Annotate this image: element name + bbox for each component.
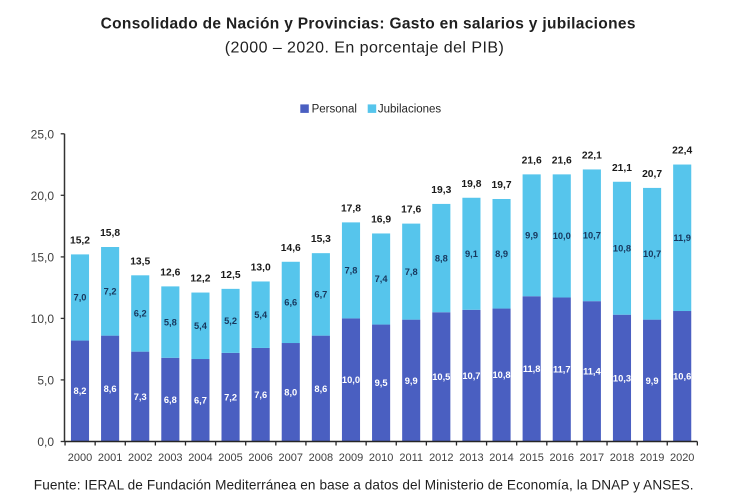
svg-text:7,8: 7,8: [405, 267, 418, 277]
svg-text:2016: 2016: [550, 452, 574, 464]
svg-text:2004: 2004: [188, 452, 212, 464]
svg-text:11,4: 11,4: [583, 367, 601, 377]
svg-text:0,0: 0,0: [37, 435, 54, 449]
svg-text:8,0: 8,0: [284, 387, 297, 397]
svg-text:11,7: 11,7: [553, 365, 571, 375]
svg-text:7,2: 7,2: [104, 287, 117, 297]
svg-text:9,5: 9,5: [375, 378, 388, 388]
svg-text:2017: 2017: [580, 452, 604, 464]
svg-text:14,6: 14,6: [281, 243, 301, 254]
svg-text:10,8: 10,8: [613, 243, 631, 253]
svg-text:10,8: 10,8: [492, 370, 510, 380]
svg-text:6,8: 6,8: [164, 395, 177, 405]
svg-text:2010: 2010: [369, 452, 393, 464]
svg-text:22,1: 22,1: [582, 150, 602, 161]
svg-text:13,5: 13,5: [130, 256, 150, 267]
svg-text:10,3: 10,3: [613, 373, 631, 383]
svg-text:21,6: 21,6: [522, 155, 542, 166]
svg-text:6,2: 6,2: [134, 309, 147, 319]
svg-text:19,8: 19,8: [461, 179, 481, 190]
svg-text:16,9: 16,9: [371, 214, 391, 225]
svg-text:6,6: 6,6: [284, 298, 297, 308]
svg-text:2003: 2003: [158, 452, 182, 464]
svg-text:19,7: 19,7: [492, 180, 512, 191]
svg-text:2012: 2012: [429, 452, 453, 464]
svg-text:25,0: 25,0: [31, 127, 55, 141]
svg-text:6,7: 6,7: [314, 290, 327, 300]
svg-text:15,8: 15,8: [100, 228, 120, 239]
svg-text:5,8: 5,8: [164, 317, 177, 327]
svg-text:2019: 2019: [640, 452, 664, 464]
svg-text:2002: 2002: [128, 452, 152, 464]
svg-text:2013: 2013: [459, 452, 483, 464]
svg-text:5,4: 5,4: [194, 321, 208, 331]
svg-text:2006: 2006: [248, 452, 272, 464]
svg-text:8,6: 8,6: [104, 384, 117, 394]
svg-text:2007: 2007: [279, 452, 303, 464]
svg-text:10,0: 10,0: [553, 231, 571, 241]
svg-text:7,4: 7,4: [375, 274, 389, 284]
svg-text:2008: 2008: [309, 452, 333, 464]
svg-text:(2000 – 2020. En porcentaje de: (2000 – 2020. En porcentaje del PIB): [225, 40, 505, 57]
svg-text:6,7: 6,7: [194, 395, 207, 405]
svg-text:9,9: 9,9: [525, 231, 538, 241]
svg-text:Fuente: IERAL de Fundación Med: Fuente: IERAL de Fundación Mediterránea …: [34, 477, 694, 492]
svg-text:20,7: 20,7: [642, 169, 662, 180]
svg-text:21,1: 21,1: [612, 163, 632, 174]
svg-text:10,7: 10,7: [583, 231, 601, 241]
svg-text:2020: 2020: [670, 452, 694, 464]
svg-text:12,6: 12,6: [160, 267, 180, 278]
svg-text:2005: 2005: [218, 452, 242, 464]
svg-text:5,4: 5,4: [254, 310, 268, 320]
svg-text:21,6: 21,6: [552, 155, 572, 166]
svg-text:12,5: 12,5: [221, 270, 241, 281]
svg-text:7,6: 7,6: [254, 390, 267, 400]
svg-text:Consolidado de Nación y Provin: Consolidado de Nación y Provincias: Gast…: [101, 15, 636, 32]
svg-text:2011: 2011: [399, 452, 423, 464]
svg-text:12,2: 12,2: [190, 274, 210, 285]
svg-text:10,5: 10,5: [432, 372, 450, 382]
svg-text:10,7: 10,7: [462, 371, 480, 381]
svg-text:2018: 2018: [610, 452, 634, 464]
svg-text:15,0: 15,0: [31, 251, 55, 265]
svg-text:20,0: 20,0: [31, 189, 55, 203]
svg-text:Jubilaciones: Jubilaciones: [378, 104, 442, 116]
svg-text:11,9: 11,9: [673, 233, 691, 243]
svg-text:9,9: 9,9: [646, 376, 659, 386]
svg-text:19,3: 19,3: [431, 185, 451, 196]
svg-text:2015: 2015: [519, 452, 543, 464]
svg-text:7,3: 7,3: [134, 392, 147, 402]
svg-text:7,0: 7,0: [74, 293, 87, 303]
svg-text:8,6: 8,6: [314, 384, 327, 394]
svg-text:10,6: 10,6: [673, 371, 691, 381]
svg-text:2000: 2000: [68, 452, 92, 464]
svg-text:9,1: 9,1: [465, 249, 478, 259]
svg-text:2001: 2001: [98, 452, 122, 464]
svg-text:7,8: 7,8: [345, 266, 358, 276]
svg-text:17,6: 17,6: [401, 205, 421, 216]
svg-text:11,8: 11,8: [523, 364, 541, 374]
svg-text:2014: 2014: [489, 452, 513, 464]
svg-text:15,2: 15,2: [70, 235, 90, 246]
svg-text:13,0: 13,0: [251, 262, 271, 273]
svg-text:10,7: 10,7: [643, 249, 661, 259]
svg-text:22,4: 22,4: [672, 146, 692, 157]
svg-text:10,0: 10,0: [342, 375, 360, 385]
svg-text:Personal: Personal: [312, 104, 357, 116]
svg-text:9,9: 9,9: [405, 376, 418, 386]
svg-text:8,8: 8,8: [435, 253, 448, 263]
svg-text:2009: 2009: [339, 452, 363, 464]
svg-text:17,8: 17,8: [341, 203, 361, 214]
svg-text:15,3: 15,3: [311, 234, 331, 245]
svg-text:10,0: 10,0: [31, 312, 55, 326]
svg-text:8,9: 8,9: [495, 249, 508, 259]
svg-text:5,0: 5,0: [37, 374, 54, 388]
svg-text:7,2: 7,2: [224, 392, 237, 402]
svg-text:5,2: 5,2: [224, 316, 237, 326]
svg-text:8,2: 8,2: [74, 386, 87, 396]
